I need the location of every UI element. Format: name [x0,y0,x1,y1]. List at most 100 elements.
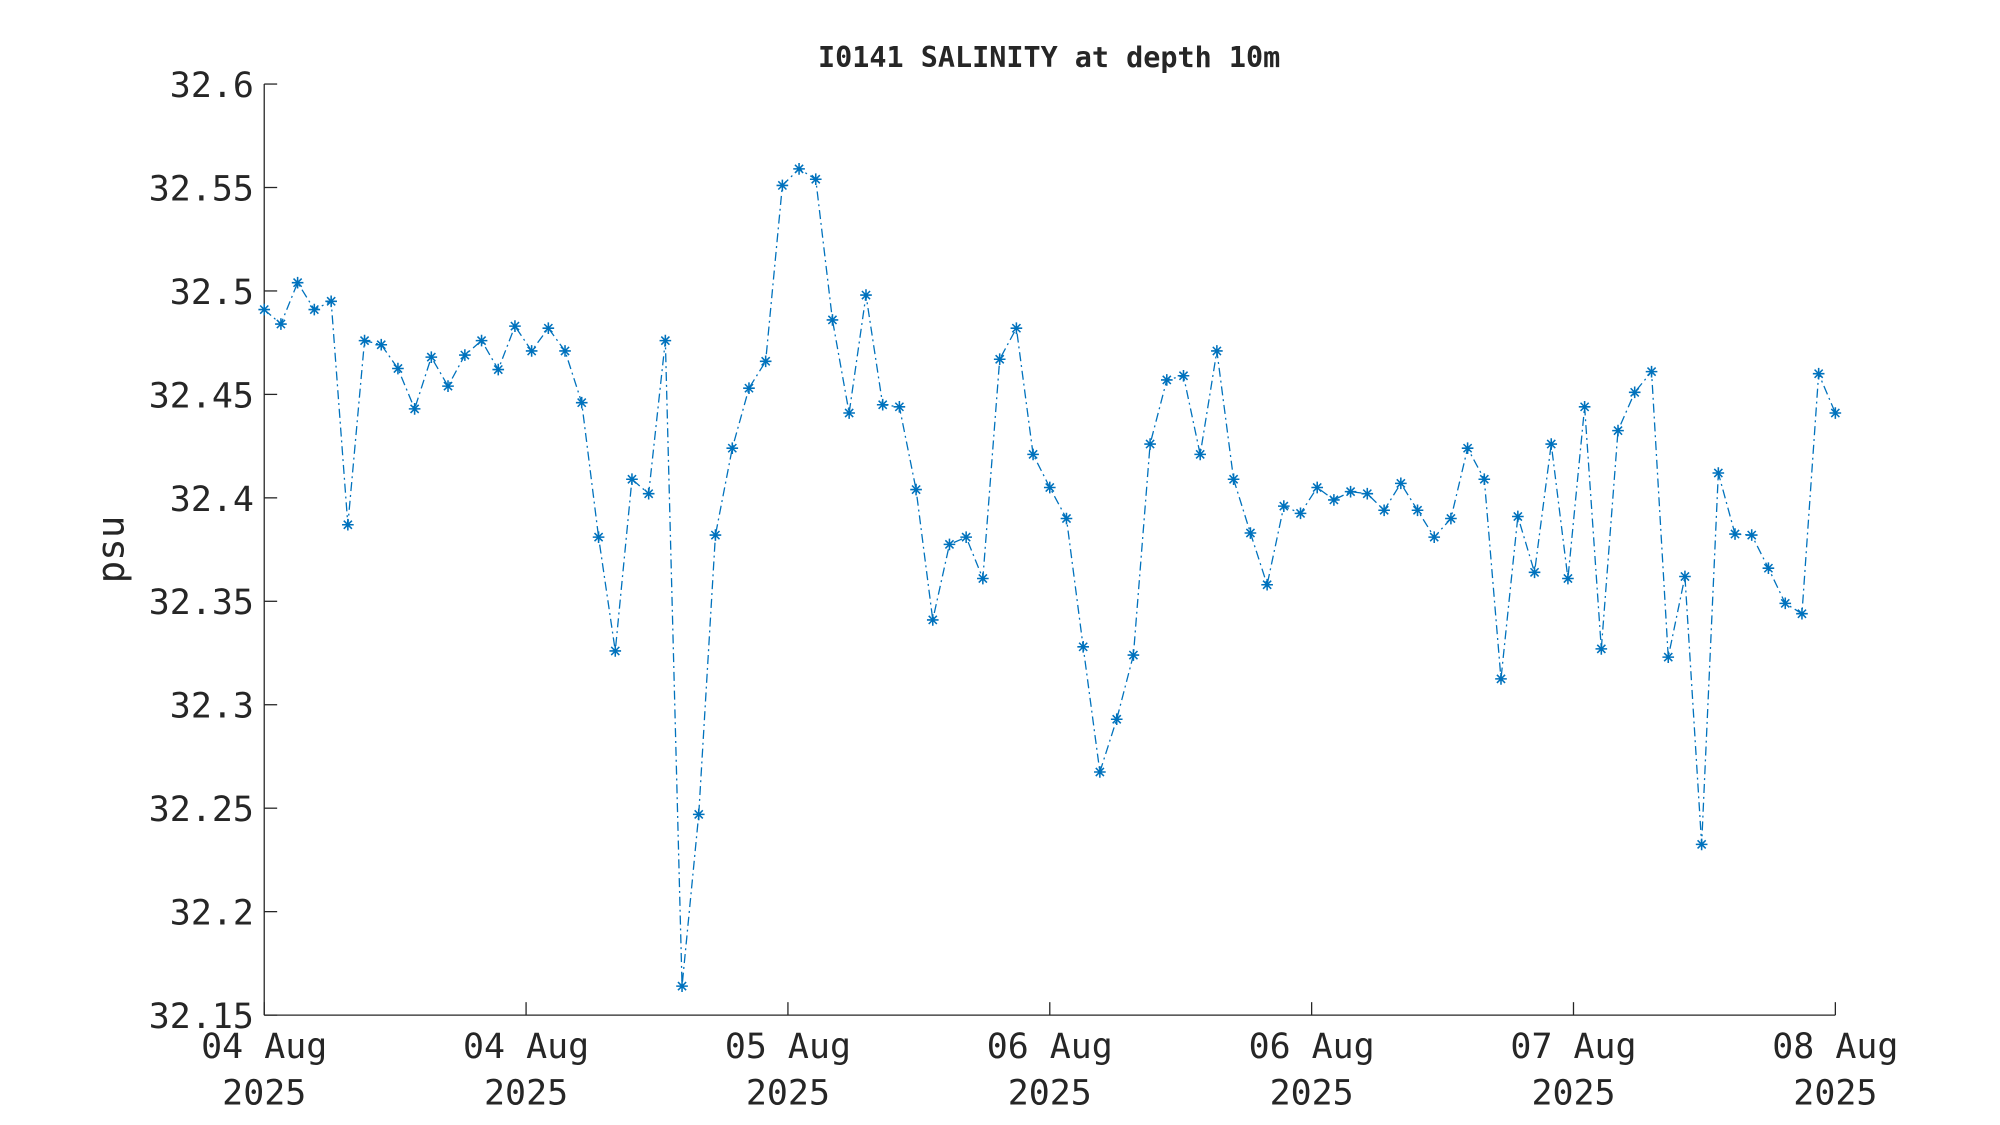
data-point [977,572,989,585]
data-point [1344,485,1357,498]
data-point [1512,510,1524,523]
data-point [425,351,438,363]
data-point [1411,504,1424,517]
x-tick-label-line: 2025 [484,1073,568,1113]
data-point [943,538,956,551]
y-tick-label: 32.4 [170,480,254,520]
y-tick-label: 32.55 [149,169,254,209]
data-point [1027,448,1039,461]
x-tick-label-line: 06 Aug [1249,1027,1375,1067]
data-point [1829,407,1842,419]
x-tick-label-line: 2025 [1008,1073,1092,1113]
data-point [1478,473,1491,486]
data-point [1211,345,1223,357]
data-point [759,355,772,368]
data-point [358,334,371,347]
data-point [1645,365,1658,378]
data-point [960,531,972,543]
x-tick-label: 08 Aug 2025 [1772,1027,1898,1114]
data-point [509,320,521,332]
x-tick-label: 06 Aug 2025 [1249,1027,1375,1114]
data-point [1662,651,1675,663]
data-point [408,403,421,415]
x-tick-label-line: 04 Aug [463,1027,589,1067]
data-point [1528,566,1541,579]
data-point [291,276,304,289]
data-point [459,349,471,361]
x-tick-label-line: 07 Aug [1510,1027,1636,1067]
data-point [1127,649,1140,661]
x-tick-label: 04 Aug 2025 [463,1027,589,1114]
data-point [1545,438,1558,450]
data-point [1779,597,1792,610]
data-point [1077,640,1089,653]
data-point [1461,442,1474,455]
data-point [542,322,555,335]
x-tick-label-line: 2025 [1531,1073,1615,1113]
data-point [1094,766,1106,778]
x-tick-label-line: 06 Aug [987,1027,1113,1067]
data-point [1796,607,1808,620]
data-point [325,295,337,308]
data-point [709,529,722,541]
y-tick-label: 32.3 [170,687,254,727]
data-point [1445,512,1457,525]
y-tick-label: 32.45 [149,376,254,416]
data-point [860,289,872,301]
data-point [1745,529,1758,541]
data-point [1695,838,1708,851]
data-point [1762,562,1775,575]
data-point [1395,477,1407,490]
x-tick-label-line: 2025 [746,1073,830,1113]
data-point [1227,473,1240,486]
data-point [1378,504,1390,517]
data-point [1277,500,1290,512]
y-tick-label: 32.2 [170,894,254,934]
data-point [525,345,538,357]
data-point [442,380,454,392]
data-point [910,483,922,496]
x-tick-label-line: 2025 [1270,1073,1354,1113]
data-point [1361,487,1374,500]
data-point [876,398,889,411]
data-point [1578,400,1591,413]
y-tick-label: 32.6 [170,66,254,106]
data-point [1144,438,1156,450]
data-point [308,303,321,316]
y-tick-label: 32.15 [149,997,254,1037]
data-point [1311,481,1324,494]
data-point [475,334,488,347]
y-tick-label: 32.25 [149,790,254,830]
data-point [1194,448,1207,461]
data-point [926,614,939,626]
data-point [809,173,822,186]
data-point [592,531,605,543]
data-point [692,808,705,821]
data-point [843,407,855,419]
x-tick-label: 05 Aug 2025 [725,1027,851,1114]
data-point [1328,494,1340,506]
data-point [676,980,688,992]
data-point [993,353,1006,366]
x-tick-label: 07 Aug 2025 [1510,1027,1636,1114]
x-tick-label-line: 08 Aug [1772,1027,1898,1067]
data-point [1160,374,1173,386]
data-point [258,303,271,316]
data-point [1712,467,1725,479]
x-tick-label-line: 05 Aug [725,1027,851,1067]
data-point [492,363,505,376]
data-point [392,362,404,375]
data-point [1595,643,1608,655]
x-tick-label: 04 Aug 2025 [201,1027,327,1114]
data-point [826,314,839,326]
data-point [1177,369,1190,382]
chart-title: I0141 SALINITY at depth 10m [818,41,1280,74]
data-point [1294,507,1307,520]
y-axis-label: psu [88,516,132,584]
data-point [1428,531,1441,543]
data-point [726,442,739,455]
y-tick-label: 32.5 [170,273,254,313]
data-point [1043,481,1056,494]
data-point [1110,713,1123,726]
